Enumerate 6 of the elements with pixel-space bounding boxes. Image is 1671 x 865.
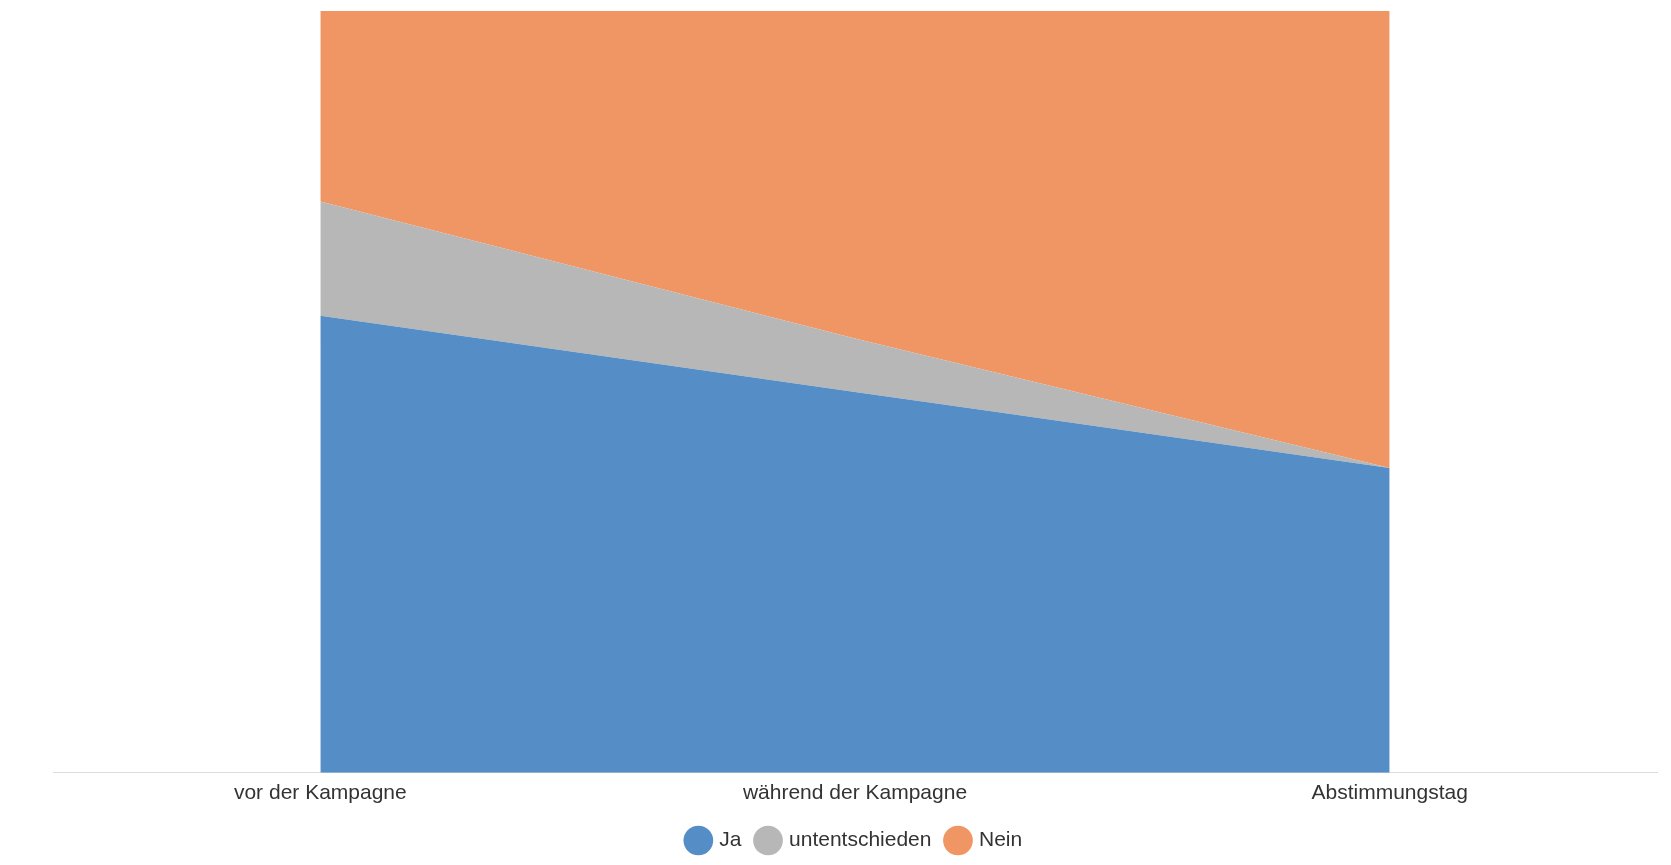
- x-tick-label: während der Kampagne: [741, 780, 968, 804]
- x-tick-label: vor der Kampagne: [233, 780, 407, 804]
- x-tick-label: Abstimmungstag: [1311, 780, 1468, 804]
- legend-label: Ja: [719, 827, 742, 851]
- legend-label: Nein: [978, 827, 1023, 851]
- legend-label: untentschieden: [789, 827, 932, 851]
